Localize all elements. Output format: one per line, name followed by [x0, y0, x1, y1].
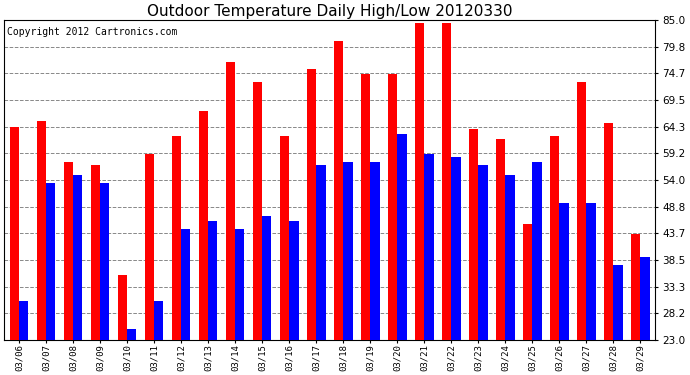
Bar — [631, 234, 640, 340]
Bar — [577, 82, 586, 340]
Bar — [253, 82, 262, 340]
Bar — [316, 165, 326, 340]
Text: Copyright 2012 Cartronics.com: Copyright 2012 Cartronics.com — [8, 27, 178, 37]
Bar — [550, 136, 559, 340]
Bar — [388, 74, 397, 340]
Bar — [172, 136, 181, 340]
Bar — [361, 74, 370, 340]
Bar — [397, 134, 406, 340]
Bar — [442, 23, 451, 340]
Bar — [100, 183, 110, 340]
Bar — [289, 221, 299, 340]
Bar — [586, 203, 595, 340]
Bar — [613, 265, 622, 340]
Bar — [522, 224, 532, 340]
Bar — [19, 301, 28, 340]
Bar — [154, 301, 164, 340]
Bar — [145, 154, 154, 340]
Bar — [90, 165, 100, 340]
Bar — [181, 229, 190, 340]
Bar — [478, 165, 488, 340]
Bar — [505, 175, 515, 340]
Bar — [226, 62, 235, 340]
Bar — [306, 69, 316, 340]
Bar — [63, 162, 73, 340]
Bar — [640, 257, 649, 340]
Bar — [451, 157, 460, 340]
Bar — [532, 162, 542, 340]
Bar — [343, 162, 353, 340]
Bar — [495, 139, 505, 340]
Bar — [469, 129, 478, 340]
Bar — [415, 23, 424, 340]
Bar — [37, 121, 46, 340]
Bar — [279, 136, 289, 340]
Bar — [10, 127, 19, 340]
Bar — [46, 183, 55, 340]
Bar — [73, 175, 83, 340]
Bar — [262, 216, 271, 340]
Bar — [370, 162, 380, 340]
Bar — [117, 275, 127, 340]
Title: Outdoor Temperature Daily High/Low 20120330: Outdoor Temperature Daily High/Low 20120… — [147, 4, 512, 19]
Bar — [127, 330, 137, 340]
Bar — [235, 229, 244, 340]
Bar — [333, 41, 343, 340]
Bar — [424, 154, 433, 340]
Bar — [208, 221, 217, 340]
Bar — [199, 111, 208, 340]
Bar — [559, 203, 569, 340]
Bar — [604, 123, 613, 340]
